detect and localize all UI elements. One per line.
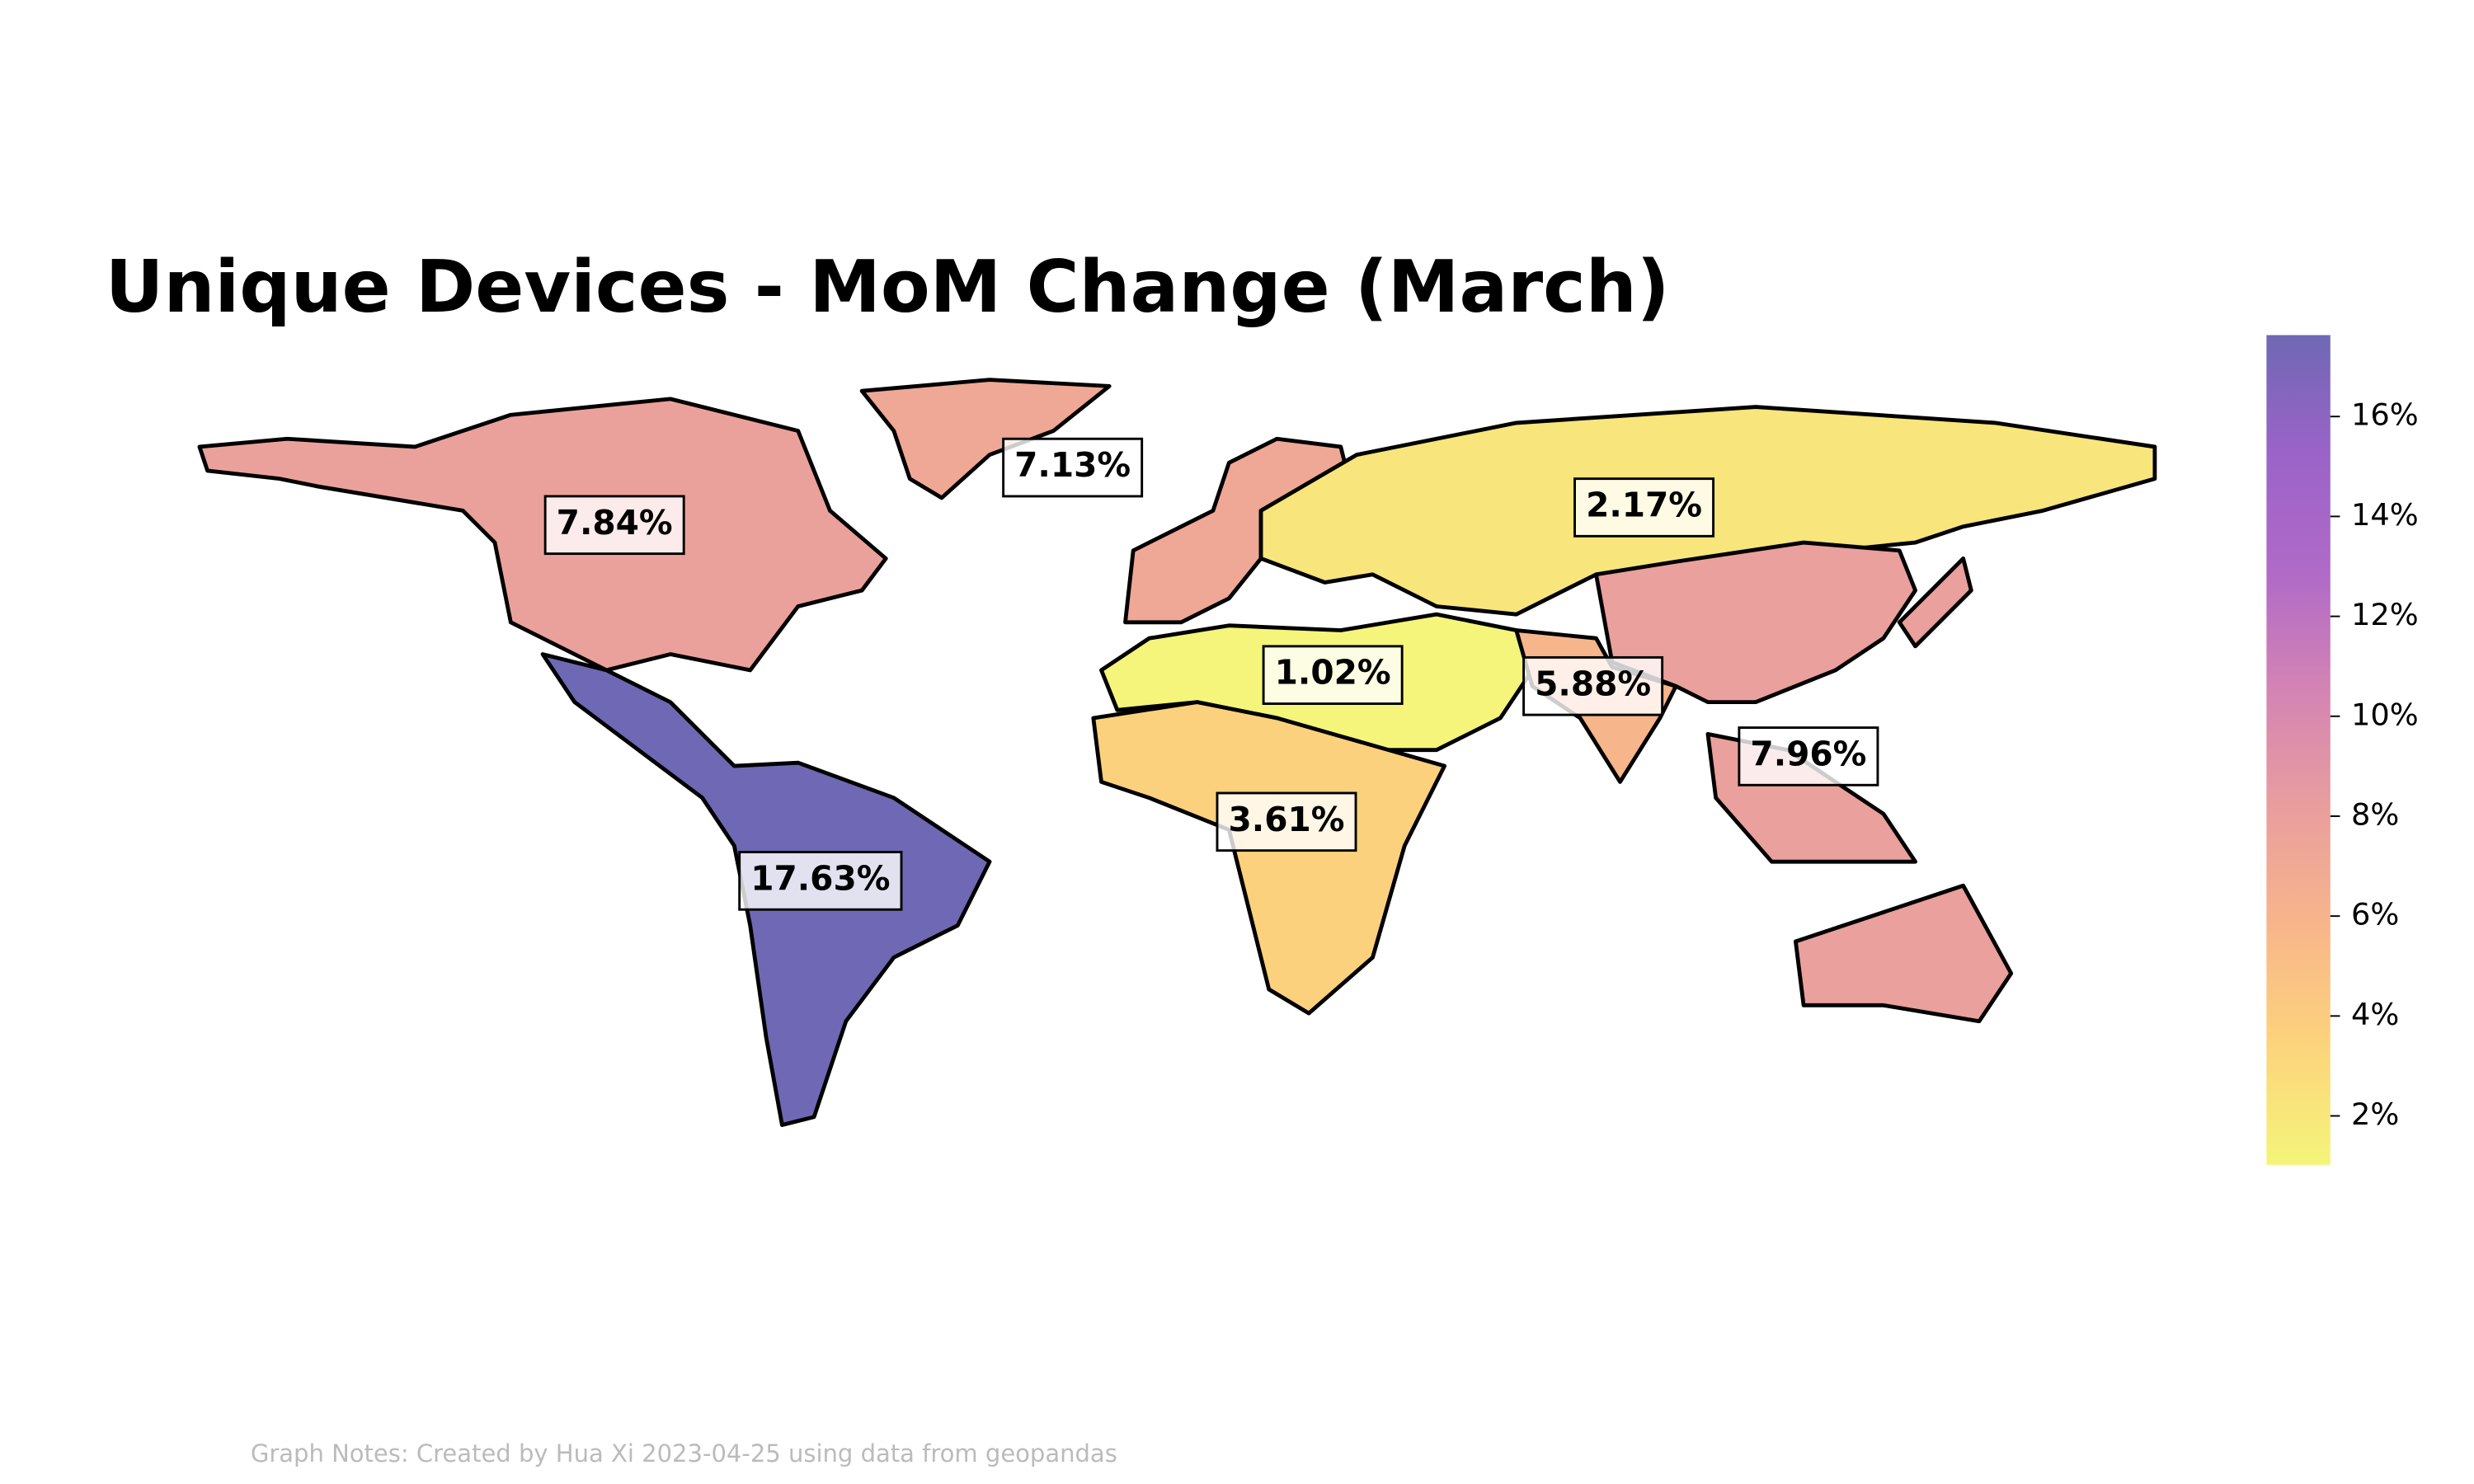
colorbar-tick-label: 14% <box>2351 497 2419 533</box>
chart-title: Unique Devices - MoM Change (March) <box>106 245 1670 329</box>
colorbar: 2% 4% 6% 8% 10% 12% 14% 16% <box>2266 335 2419 1165</box>
colorbar-tick-label: 16% <box>2351 397 2419 433</box>
colorbar-tick-label: 6% <box>2351 897 2399 932</box>
value-label: 2.17% <box>1586 485 1702 524</box>
region <box>1091 700 1447 1016</box>
colorbar-tick-label: 2% <box>2351 1097 2399 1132</box>
value-label: 3.61% <box>1229 800 1345 839</box>
label-box <box>1002 437 1144 498</box>
label-box <box>543 495 685 556</box>
value-label: 7.13% <box>1014 445 1131 485</box>
value-label: 5.88% <box>1535 664 1651 703</box>
label-box <box>1573 477 1715 538</box>
value-label: 7.84% <box>557 503 673 542</box>
label-box <box>738 851 903 911</box>
value-label: 17.63% <box>750 858 890 898</box>
labels: 7.84% 7.13% 17.63% 2.17% 1.02% 5.88% 7.96% 3.61… <box>543 437 1879 911</box>
colorbar-tick-label: 10% <box>2351 697 2419 732</box>
footnote: Graph Notes: Created by Hua Xi 2023-04-2… <box>251 1439 1117 1468</box>
value-label: 7.96% <box>1750 734 1866 773</box>
region <box>197 397 888 673</box>
colorbar-tick-label: 4% <box>2351 997 2399 1032</box>
value-label: 1.02% <box>1275 653 1391 693</box>
label-box <box>1216 791 1357 852</box>
colorbar-tick-label: 8% <box>2351 796 2399 832</box>
colorbar-tick-label: 12% <box>2351 597 2419 632</box>
label-box <box>1522 655 1664 716</box>
colorbar-gradient <box>2266 335 2331 1165</box>
label-box <box>1738 726 1879 787</box>
label-box <box>1262 645 1404 705</box>
